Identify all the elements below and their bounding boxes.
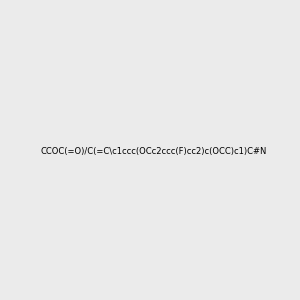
Text: CCOC(=O)/C(=C\c1ccc(OCc2ccc(F)cc2)c(OCC)c1)C#N: CCOC(=O)/C(=C\c1ccc(OCc2ccc(F)cc2)c(OCC)… (40, 147, 267, 156)
